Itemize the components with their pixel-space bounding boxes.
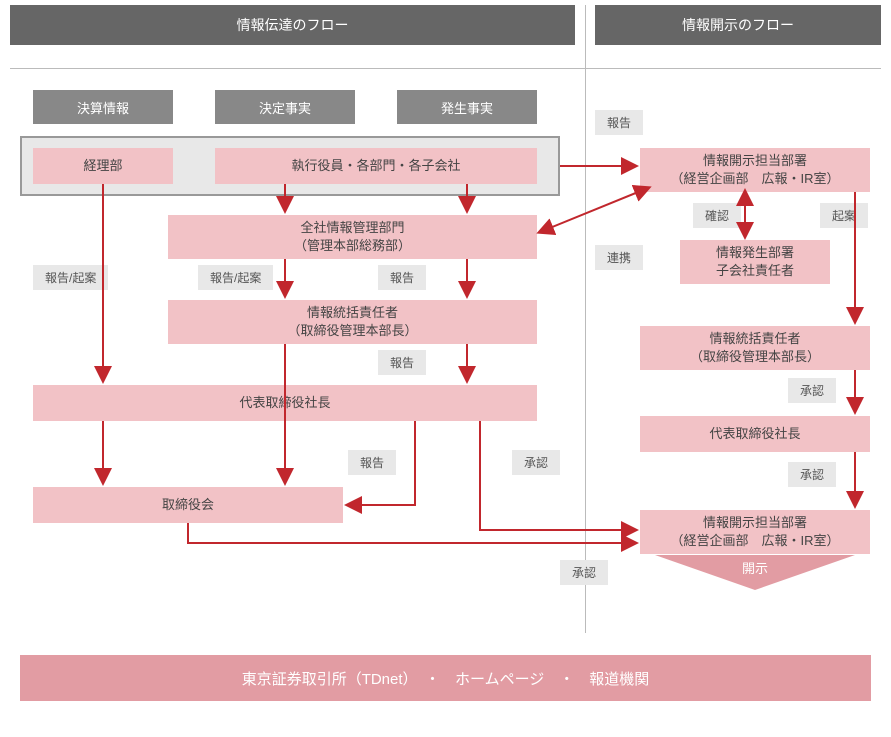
header-left: 情報伝達のフロー — [10, 5, 575, 45]
label-renkei-text: 連携 — [607, 249, 631, 266]
label-houkoku-board-text: 報告 — [360, 454, 384, 471]
vertical-divider — [585, 5, 586, 633]
kaiji-label: 開示 — [690, 554, 820, 580]
label-kisan: 起案 — [820, 203, 868, 228]
label-houkoku-kisan-1: 報告/起案 — [33, 265, 108, 290]
horizontal-divider — [10, 68, 881, 69]
node-ceo-text: 代表取締役社長 — [239, 394, 330, 412]
label-shounin-left: 承認 — [512, 450, 560, 475]
label-houkoku-low: 報告 — [378, 350, 426, 375]
node-tokatsu2-text: 情報統括責任者 （取締役管理本部長） — [690, 330, 820, 366]
kaiji-text: 開示 — [742, 558, 768, 577]
node-ceo: 代表取締役社長 — [33, 385, 537, 421]
node-exec: 執行役員・各部門・各子会社 — [215, 148, 537, 184]
header-left-text: 情報伝達のフロー — [237, 15, 349, 35]
cat-kessan-text: 決算情報 — [77, 98, 129, 117]
label-sb-text: 承認 — [572, 564, 596, 581]
node-board: 取締役会 — [33, 487, 343, 523]
node-keiri-text: 経理部 — [83, 157, 122, 175]
label-hk1-text: 報告/起案 — [45, 269, 96, 286]
label-shounin-bottom: 承認 — [560, 560, 608, 585]
node-disc2-text: 情報開示担当部署 （経営企画部 広報・IR室） — [670, 514, 839, 550]
node-origin: 情報発生部署 子会社責任者 — [680, 240, 830, 284]
label-s2-text: 承認 — [800, 466, 824, 483]
label-houkoku-mid: 報告 — [378, 265, 426, 290]
node-exec-text: 執行役員・各部門・各子会社 — [291, 157, 460, 175]
node-disc1: 情報開示担当部署 （経営企画部 広報・IR室） — [640, 148, 870, 192]
label-shounin-1: 承認 — [788, 378, 836, 403]
node-zensha-text: 全社情報管理部門 （管理本部総務部） — [294, 219, 411, 255]
cat-hassei: 発生事実 — [397, 90, 537, 124]
label-sl-text: 承認 — [524, 454, 548, 471]
cat-kettei-text: 決定事実 — [259, 98, 311, 117]
node-tokatsu: 情報統括責任者 （取締役管理本部長） — [168, 300, 537, 344]
node-zensha: 全社情報管理部門 （管理本部総務部） — [168, 215, 537, 259]
footer-text: 東京証券取引所（TDnet） ・ ホームページ ・ 報道機関 — [242, 668, 650, 689]
label-kakunin-text: 確認 — [705, 207, 729, 224]
cat-kessan: 決算情報 — [33, 90, 173, 124]
footer-bar: 東京証券取引所（TDnet） ・ ホームページ ・ 報道機関 — [20, 655, 871, 701]
label-hk2-text: 報告/起案 — [210, 269, 261, 286]
label-houkoku-board: 報告 — [348, 450, 396, 475]
label-kakunin: 確認 — [693, 203, 741, 228]
cat-kettei: 決定事実 — [215, 90, 355, 124]
label-s1-text: 承認 — [800, 382, 824, 399]
label-renkei: 連携 — [595, 245, 643, 270]
label-shounin-2: 承認 — [788, 462, 836, 487]
label-houkoku-low-text: 報告 — [390, 354, 414, 371]
node-disc2: 情報開示担当部署 （経営企画部 広報・IR室） — [640, 510, 870, 554]
header-right: 情報開示のフロー — [595, 5, 881, 45]
cat-hassei-text: 発生事実 — [441, 98, 493, 117]
node-disc1-text: 情報開示担当部署 （経営企画部 広報・IR室） — [670, 152, 839, 188]
label-kisan-text: 起案 — [832, 207, 856, 224]
node-origin-text: 情報発生部署 子会社責任者 — [716, 244, 794, 280]
label-houkoku-top: 報告 — [595, 110, 643, 135]
node-keiri: 経理部 — [33, 148, 173, 184]
node-tokatsu-text: 情報統括責任者 （取締役管理本部長） — [287, 304, 417, 340]
label-houkoku-kisan-2: 報告/起案 — [198, 265, 273, 290]
node-ceo2: 代表取締役社長 — [640, 416, 870, 452]
node-ceo2-text: 代表取締役社長 — [709, 425, 800, 443]
label-houkoku-top-text: 報告 — [607, 114, 631, 131]
node-board-text: 取締役会 — [162, 496, 214, 514]
header-right-text: 情報開示のフロー — [682, 15, 794, 35]
node-tokatsu2: 情報統括責任者 （取締役管理本部長） — [640, 326, 870, 370]
label-houkoku-mid-text: 報告 — [390, 269, 414, 286]
